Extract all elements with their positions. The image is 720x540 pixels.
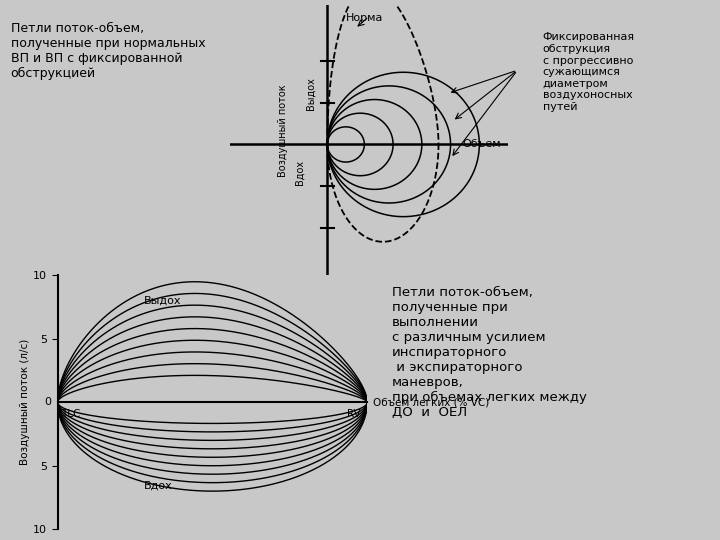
Text: Петли поток-объем,
полученные при
выполнении
с различным усилием
инспираторного
: Петли поток-объем, полученные при выполн… (392, 286, 586, 419)
Text: Выдох: Выдох (305, 77, 315, 110)
Text: Петли поток-объем,
полученные при нормальных
ВП и ВП с фиксированной
обструкцией: Петли поток-объем, полученные при нормал… (11, 22, 205, 80)
Text: Выдох: Выдох (144, 295, 181, 305)
Text: 0: 0 (45, 397, 51, 407)
Text: Вдох: Вдох (144, 481, 173, 491)
Text: Воздушный поток: Воздушный поток (278, 84, 288, 177)
Text: Вдох: Вдох (294, 160, 305, 185)
Text: Фиксированная
обструкция
с прогрессивно
сужающимся
диаметром
воздухоносных
путей: Фиксированная обструкция с прогрессивно … (543, 32, 634, 112)
Text: RV: RV (347, 409, 361, 419)
Text: TLC: TLC (60, 409, 80, 419)
Y-axis label: Воздушный поток (л/с): Воздушный поток (л/с) (20, 339, 30, 465)
Text: Объем: Объем (462, 139, 500, 150)
Text: Норма: Норма (346, 13, 383, 23)
Text: Объем легких (% VC): Объем легких (% VC) (374, 397, 490, 407)
